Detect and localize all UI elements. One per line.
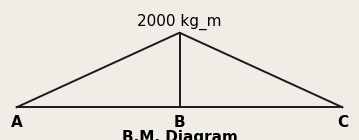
Text: C: C	[337, 115, 348, 130]
Text: B: B	[174, 115, 185, 130]
Text: 2000 kg_m: 2000 kg_m	[137, 14, 222, 30]
Text: A: A	[11, 115, 23, 130]
Text: B.M. Diagram: B.M. Diagram	[122, 130, 237, 140]
